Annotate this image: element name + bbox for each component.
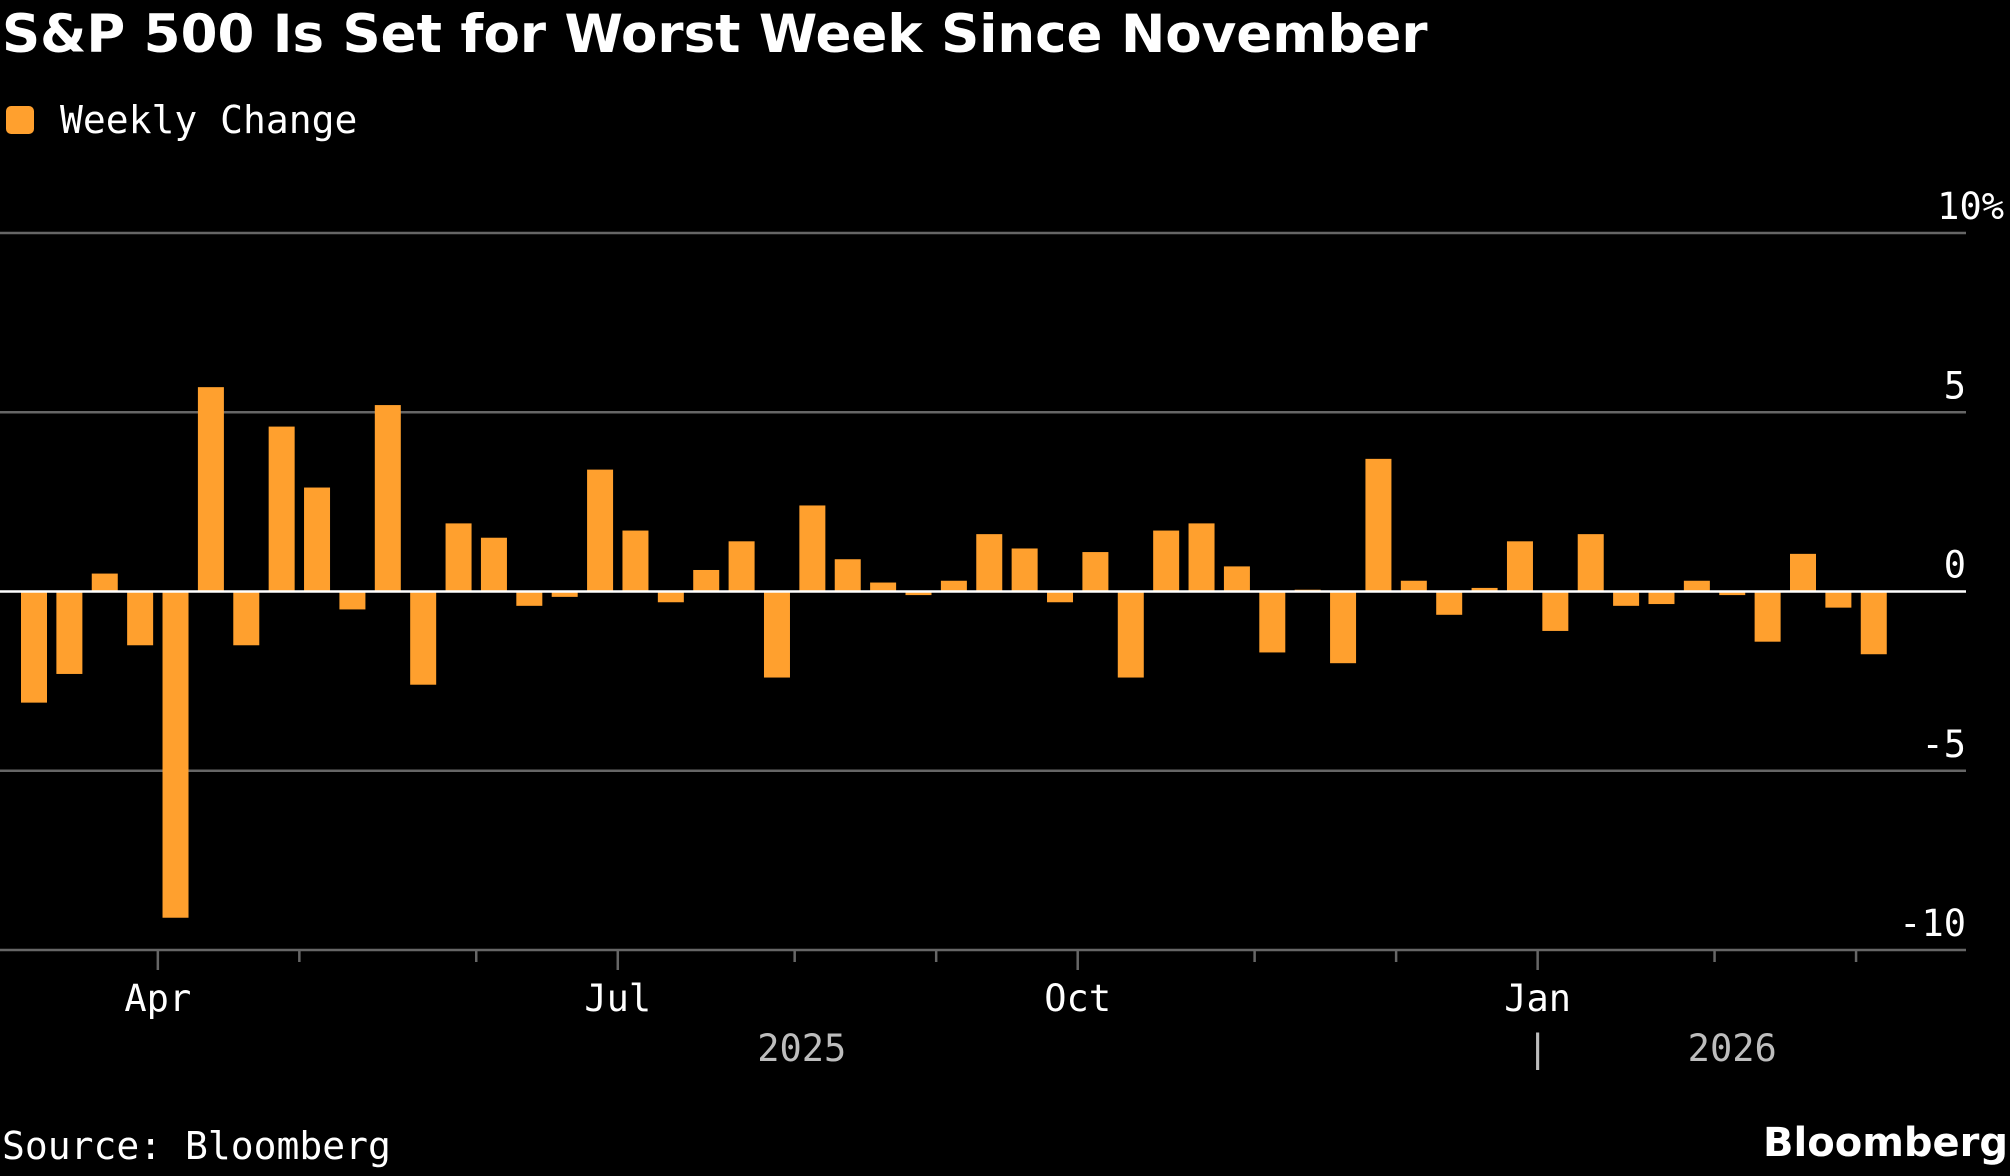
y-axis-labels: 10% 5 0 -5 -10 [1899, 185, 2004, 945]
year-label-2026: 2026 [1688, 1027, 1777, 1070]
bar-week-27 [940, 580, 967, 592]
bar-week-1 [21, 591, 47, 703]
bar-week-50 [1754, 591, 1781, 642]
bar-week-17 [587, 469, 614, 592]
legend-swatch-weekly-change [6, 106, 34, 134]
bar-week-14 [480, 537, 507, 592]
bar-week-7 [233, 591, 260, 646]
bar-week-46 [1613, 591, 1640, 606]
bar-week-21 [728, 541, 755, 592]
y-tick-label-0: 0 [1944, 544, 1966, 587]
bar-week-39 [1365, 458, 1392, 592]
bar-week-26 [905, 591, 932, 596]
bar-week-42 [1471, 587, 1498, 592]
bar-week-31 [1082, 552, 1109, 592]
bar-week-19 [657, 591, 684, 603]
bar-week-51 [1790, 553, 1816, 592]
bar-week-34 [1188, 523, 1215, 592]
chart-title: S&P 500 Is Set for Worst Week Since Nove… [2, 4, 1428, 65]
bar-week-20 [693, 569, 720, 592]
year-separator: | [1527, 1027, 1549, 1070]
bar-week-12 [410, 591, 437, 685]
bar-week-44 [1542, 591, 1569, 631]
bars [0, 387, 1966, 918]
x-tick-label-apr: Apr [124, 977, 191, 1020]
bar-week-8 [268, 426, 295, 592]
y-tick-label-neg10: -10 [1899, 902, 1966, 945]
source-note: Source: Bloomberg [2, 1124, 391, 1168]
bar-week-53 [1860, 591, 1887, 655]
bar-week-9 [304, 487, 331, 592]
bar-week-23 [799, 505, 826, 592]
x-tick-label-jul: Jul [584, 977, 651, 1020]
bar-week-32 [1117, 591, 1144, 678]
bloomberg-logo: Bloomberg [1763, 1120, 2008, 1166]
y-tick-label-10: 10% [1937, 185, 2004, 228]
bar-week-41 [1436, 591, 1463, 615]
y-tick-label-5: 5 [1944, 364, 1966, 407]
bar-week-30 [1047, 591, 1074, 603]
bar-week-18 [622, 530, 649, 592]
bar-week-29 [1011, 548, 1038, 592]
bar-week-10 [339, 591, 366, 610]
bar-week-4 [127, 591, 154, 646]
bar-week-33 [1153, 530, 1180, 592]
bar-week-25 [870, 582, 897, 592]
bar-week-5 [162, 591, 189, 918]
bar-week-36 [1259, 591, 1286, 653]
bar-week-40 [1400, 580, 1427, 592]
bar-week-35 [1223, 566, 1250, 592]
bar-week-15 [516, 591, 543, 606]
bar-week-3 [91, 573, 118, 592]
bar-week-43 [1506, 541, 1533, 592]
bar-week-48 [1683, 580, 1710, 592]
y-tick-label-neg5: -5 [1921, 723, 1966, 766]
bar-week-49 [1719, 591, 1746, 596]
bar-week-47 [1648, 591, 1675, 605]
bar-week-45 [1577, 534, 1604, 592]
bar-week-6 [197, 387, 224, 592]
legend: Weekly Change [6, 98, 357, 142]
bar-week-28 [976, 534, 1003, 592]
year-label-2025: 2025 [757, 1027, 846, 1070]
bar-week-16 [551, 591, 578, 597]
x-axis: Apr Jul Oct Jan 2025 2026 | [124, 950, 1858, 1070]
bar-week-24 [834, 559, 861, 592]
bar-week-11 [374, 405, 401, 592]
grid-lines [0, 231, 1966, 952]
x-tick-label-jan: Jan [1504, 977, 1571, 1020]
x-tick-label-oct: Oct [1044, 977, 1111, 1020]
bar-week-38 [1330, 591, 1357, 664]
legend-label-weekly-change: Weekly Change [60, 98, 358, 142]
bar-week-22 [763, 591, 790, 678]
bar-week-13 [445, 523, 472, 592]
bar-week-2 [56, 591, 83, 674]
bar-week-52 [1825, 591, 1852, 608]
